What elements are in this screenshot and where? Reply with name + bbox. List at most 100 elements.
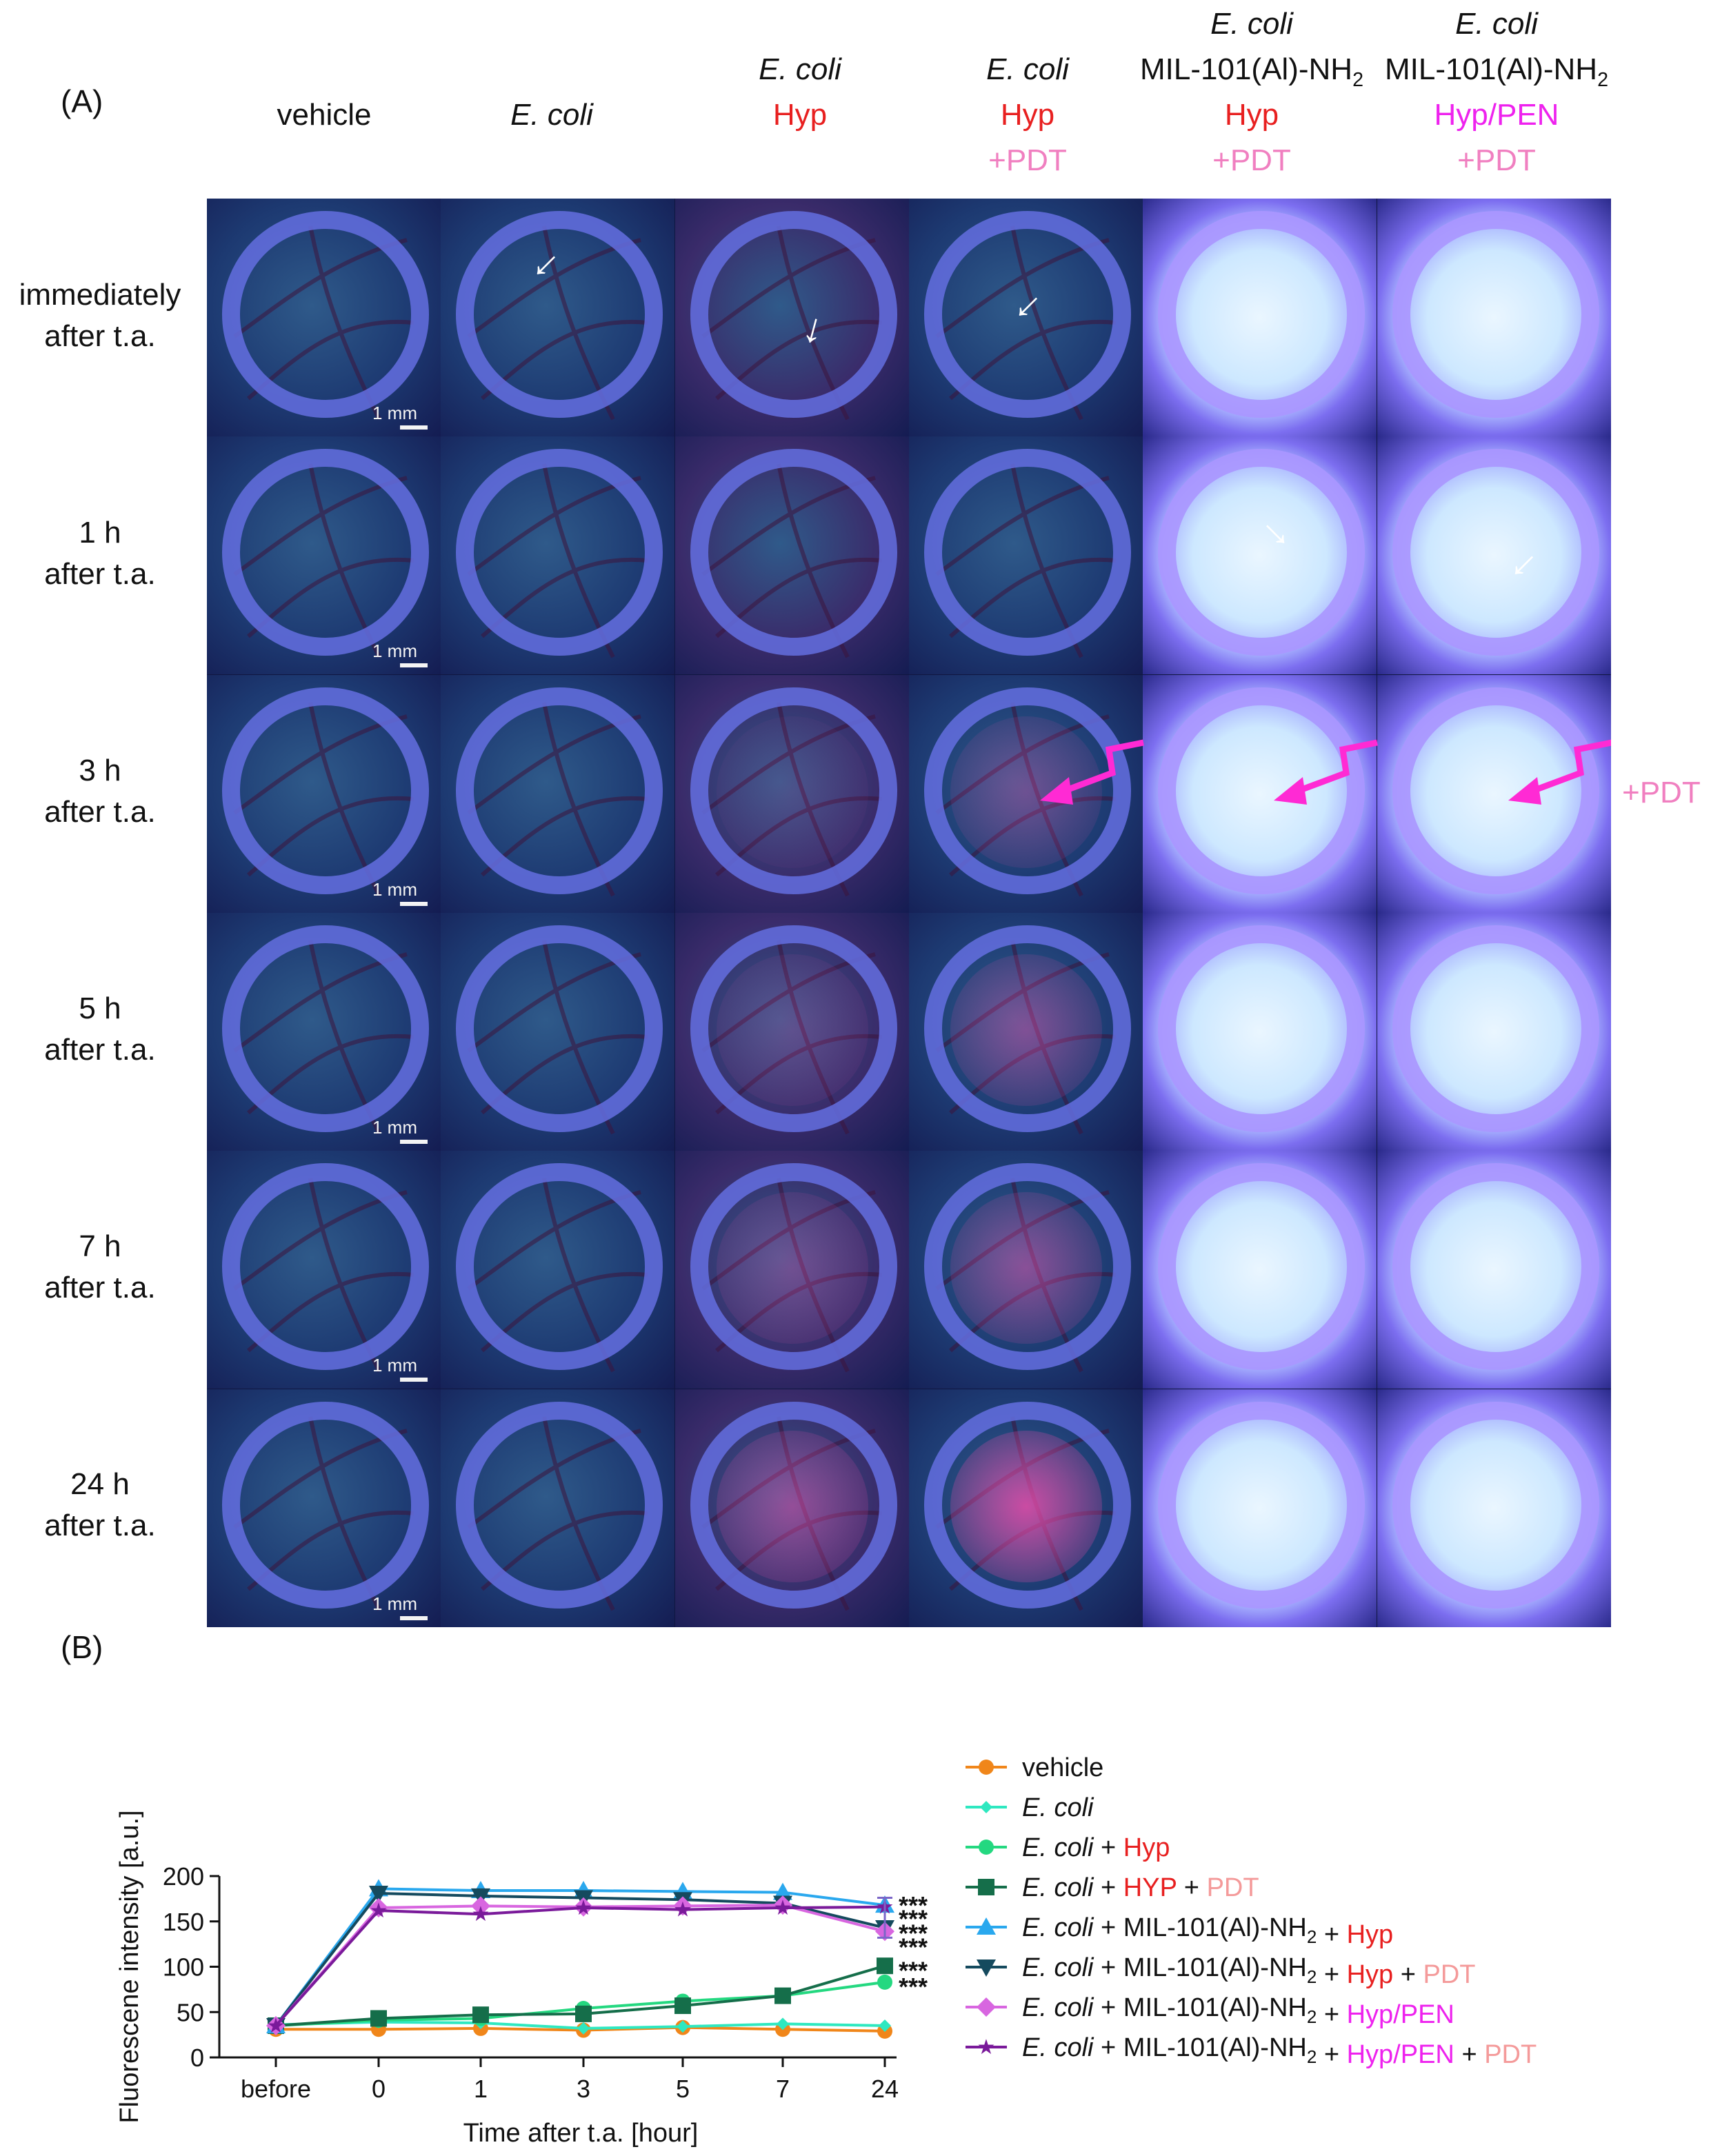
data-point	[370, 2010, 387, 2027]
legend-entry-part: 2	[1307, 2046, 1317, 2067]
column-header-5: E. coli MIL-101(Al)-NH2 Hyp +PDT	[1134, 1, 1369, 183]
legend-entry-part: HYP	[1123, 1873, 1177, 1902]
legend-entry-part: PDT	[1423, 1960, 1476, 1989]
row-header-line: after t.a.	[44, 557, 156, 591]
legend-entry-part: 2	[1307, 1926, 1317, 1947]
photo-cell	[674, 199, 909, 436]
photo-cell	[908, 1151, 1143, 1389]
scale-bar-label: 1 mm	[372, 641, 417, 662]
data-point	[877, 1974, 892, 1990]
y-axis-title: Fluorescene intensity [a.u.]	[115, 1810, 144, 2123]
column-header-line: Hyp	[1224, 98, 1279, 132]
photo-cell	[908, 674, 1143, 913]
data-point	[977, 1959, 996, 1977]
silicone-ring	[1158, 1163, 1366, 1371]
data-point	[471, 1896, 490, 1916]
panel-b-label: (B)	[61, 1629, 103, 1665]
significance-label: ***	[899, 1905, 928, 1933]
legend-entry-part: + MIL-101(Al)-NH	[1093, 1913, 1306, 1942]
pdt-lightning-arrow-icon	[1039, 739, 1144, 805]
row-header-line: immediately	[19, 278, 181, 312]
silicone-ring	[923, 1401, 1131, 1609]
column-header-line	[207, 47, 441, 92]
scale-bar-label: 1 mm	[372, 1593, 417, 1614]
scale-bar-line	[400, 1378, 428, 1382]
photo-cell	[1143, 912, 1377, 1151]
legend-entry-part: +	[1317, 2040, 1346, 2069]
y-tick-label: 0	[190, 2044, 204, 2072]
photo-cell	[908, 912, 1143, 1151]
silicone-ring	[456, 211, 663, 418]
column-header-line: E. coli	[510, 98, 593, 132]
column-header-line: Hyp/PEN	[1434, 98, 1559, 132]
data-point	[472, 2006, 489, 2024]
column-header-line: E. coli	[1455, 7, 1538, 41]
photo-cell	[1377, 436, 1611, 675]
row-header-1: immediately after t.a.	[0, 274, 200, 357]
legend-entry-part: 2	[1307, 2006, 1317, 2027]
data-point: ★	[774, 1897, 792, 1920]
legend-entry-part: PDT	[1484, 2040, 1537, 2069]
legend-entry-part: 2	[1307, 1966, 1317, 1987]
column-header-2: E. coli	[434, 1, 669, 183]
photo-cell	[441, 1389, 675, 1627]
photo-cell	[1377, 199, 1611, 436]
photo-cell	[908, 436, 1143, 675]
photo-cell	[1143, 436, 1377, 675]
photo-cell: 1 mm	[207, 1151, 441, 1389]
silicone-ring	[1158, 211, 1366, 418]
silicone-ring	[690, 449, 897, 656]
data-point	[777, 2017, 789, 2031]
photo-cell	[674, 674, 909, 913]
data-point	[774, 1987, 791, 2004]
silicone-ring	[923, 449, 1131, 656]
legend-entry-part: E. coli	[1022, 1793, 1094, 1822]
row-header-line: after t.a.	[44, 1509, 156, 1542]
row-header-line: 1 h	[79, 516, 121, 550]
legend-entry: E. coli	[1022, 1793, 1094, 1822]
photo-cell: 1 mm	[207, 1389, 441, 1627]
x-tick-label: 3	[577, 2075, 590, 2103]
column-header-line: E. coli	[759, 52, 841, 86]
row-header-line: 24 h	[70, 1467, 130, 1501]
silicone-ring	[1392, 211, 1599, 418]
legend-entry-part: PDT	[1207, 1873, 1259, 1902]
legend-entry-part: vehicle	[1022, 1753, 1103, 1782]
column-header-3: E. coli Hyp	[683, 1, 917, 183]
column-header-line: vehicle	[277, 98, 372, 132]
pdt-lightning-arrow-icon	[1274, 739, 1379, 805]
legend-entry-part: +	[1177, 1873, 1206, 1902]
x-tick-label: 0	[372, 2075, 386, 2103]
data-point	[773, 1882, 792, 1900]
row-header-line: 7 h	[79, 1229, 121, 1263]
scale-bar-label: 1 mm	[372, 403, 417, 423]
legend-entry-part: +	[1317, 2000, 1346, 2029]
photo-cell: 1 mm	[207, 199, 441, 436]
data-point	[978, 1879, 994, 1895]
silicone-ring	[690, 687, 897, 894]
legend-entry: E. coli + HYP + PDT	[1022, 1873, 1259, 1902]
data-point	[879, 2019, 891, 2032]
silicone-ring	[690, 1163, 897, 1371]
legend-entry: E. coli + MIL-101(Al)-NH2 + Hyp/PEN + PD…	[1022, 2033, 1537, 2069]
column-header-line: +PDT	[1457, 143, 1536, 177]
photo-cell: 1 mm	[207, 674, 441, 913]
legend-entry-part: E. coli	[1022, 1953, 1094, 1982]
legend-entry-part: + MIL-101(Al)-NH	[1093, 1953, 1306, 1982]
legend-entry-part: Hyp	[1347, 1960, 1394, 1989]
scale-bar-line	[400, 663, 428, 668]
silicone-ring	[456, 925, 663, 1132]
photo-cell	[908, 199, 1143, 436]
legend-entry-part: E. coli	[1022, 1873, 1094, 1902]
photo-cell	[1377, 1151, 1611, 1389]
row-header-5: 7 h after t.a.	[0, 1226, 200, 1309]
photo-cell	[441, 674, 675, 913]
legend-entry: vehicle	[1022, 1753, 1103, 1782]
column-header-line	[910, 1, 1145, 47]
silicone-ring	[1392, 1401, 1599, 1609]
legend-entry: E. coli + MIL-101(Al)-NH2 + Hyp/PEN	[1022, 1993, 1454, 2029]
column-header-line	[683, 138, 917, 183]
photo-cell	[1143, 674, 1377, 913]
pdt-side-label: +PDT	[1622, 776, 1701, 809]
scale-bar: 1 mm	[372, 641, 428, 668]
